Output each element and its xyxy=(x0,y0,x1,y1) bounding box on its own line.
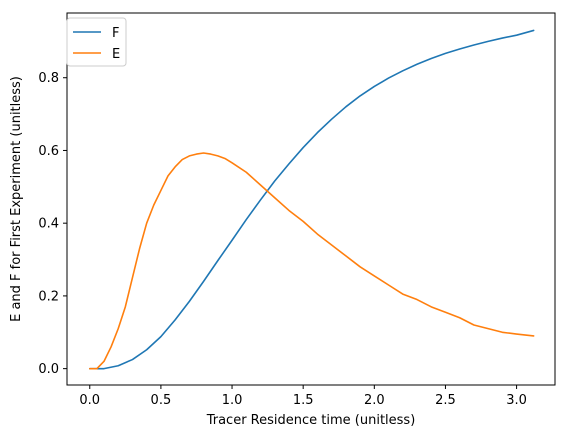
y-tick-label-0: 0.0 xyxy=(38,362,59,377)
x-tick-label-3: 1.5 xyxy=(293,393,314,408)
x-axis-label: Tracer Residence time (unitless) xyxy=(206,413,416,428)
y-tick-label-3: 0.6 xyxy=(38,144,59,159)
plot-frame xyxy=(66,12,556,386)
series-line-e xyxy=(88,152,535,370)
x-tick-label-2: 1.0 xyxy=(222,393,243,408)
y-tick-label-2: 0.4 xyxy=(38,217,59,232)
x-tick-label-4: 2.0 xyxy=(364,393,385,408)
y-tick-label-4: 0.8 xyxy=(38,71,59,86)
axes: 0.0 0.5 1.0 1.5 2.0 2.5 3.0 0.0 0.2 0.4 0.6 0.8 xyxy=(38,71,527,408)
legend-label-e: E xyxy=(112,47,120,62)
series-line-f xyxy=(88,29,535,370)
y-tick-label-1: 0.2 xyxy=(38,289,59,304)
x-tick-label-5: 2.5 xyxy=(435,393,456,408)
legend-box xyxy=(66,17,127,67)
legend: F E xyxy=(66,17,127,67)
x-tick-label-1: 0.5 xyxy=(151,393,172,408)
plot-area xyxy=(88,29,535,370)
x-tick-label-0: 0.0 xyxy=(79,393,100,408)
legend-label-f: F xyxy=(112,26,119,41)
y-axis-label: E and F for First Experiment (unitless) xyxy=(9,76,24,322)
x-tick-label-6: 3.0 xyxy=(506,393,527,408)
